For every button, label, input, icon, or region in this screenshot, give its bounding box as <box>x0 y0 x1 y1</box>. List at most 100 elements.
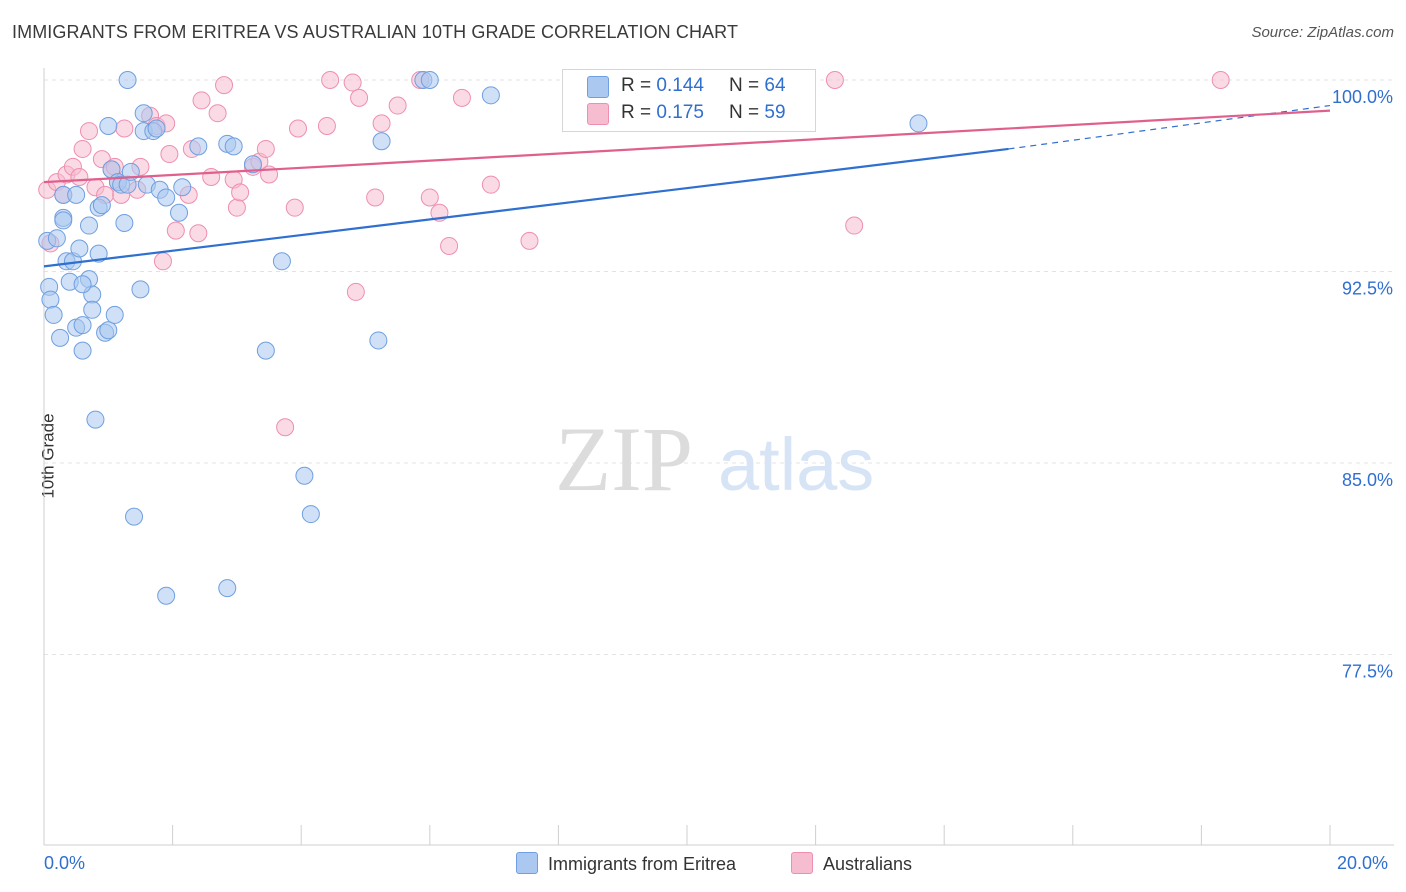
eritrea-point <box>73 316 92 335</box>
eritrea-point <box>51 328 70 347</box>
watermark: ZIP atlas <box>555 408 874 510</box>
eritrea-point <box>83 300 102 319</box>
australians-point <box>227 198 246 217</box>
eritrea-point <box>73 341 92 360</box>
eritrea-point <box>44 305 63 324</box>
eritrea-point <box>80 216 99 235</box>
eritrea-point <box>243 155 262 174</box>
legend-swatch-blue <box>587 76 609 98</box>
x-tick-label-max: 20.0% <box>1337 853 1389 873</box>
eritrea-point <box>157 188 176 207</box>
eritrea-point <box>369 331 388 350</box>
australians-point <box>343 73 362 92</box>
eritrea-point <box>89 244 108 263</box>
eritrea-point <box>92 196 111 215</box>
australians-point <box>372 114 391 133</box>
australians-point <box>350 88 369 107</box>
australians-point <box>73 139 92 158</box>
eritrea-point <box>99 321 118 340</box>
stats-legend: R = 0.144 N = 64 R = 0.175 N = 59 <box>562 69 816 132</box>
australians-point <box>160 145 179 164</box>
eritrea-point <box>147 119 166 138</box>
eritrea-point <box>70 239 89 258</box>
australians-point <box>276 418 295 437</box>
eritrea-point <box>189 137 208 156</box>
eritrea-point <box>73 275 92 294</box>
eritrea-point <box>170 203 189 222</box>
australians-trend-line <box>43 109 1331 184</box>
australians-point <box>481 175 500 194</box>
legend-n-australians: N = 59 <box>729 102 786 123</box>
eritrea-point <box>105 305 124 324</box>
y-tick-label: 77.5% <box>1342 662 1393 682</box>
eritrea-point <box>67 185 86 204</box>
legend-r-eritrea: R = 0.144 <box>621 75 704 96</box>
bottom-legend-swatch-pink <box>791 852 813 874</box>
y-tick-label: 92.5% <box>1342 279 1393 299</box>
australians-point <box>166 221 185 240</box>
eritrea-points <box>38 71 928 605</box>
eritrea-trend-extension <box>1008 104 1331 150</box>
eritrea-point <box>47 229 66 248</box>
bottom-legend-swatch-blue <box>516 852 538 874</box>
bottom-legend-eritrea: Immigrants from Eritrea <box>516 852 736 875</box>
australians-point <box>420 188 439 207</box>
australians-point <box>231 183 250 202</box>
bottom-legend-australians: Australians <box>791 852 912 875</box>
australians-point <box>346 282 365 301</box>
eritrea-point <box>118 71 137 89</box>
australians-point <box>189 224 208 243</box>
legend-r-australians: R = 0.175 <box>621 102 704 123</box>
eritrea-point <box>224 137 243 156</box>
australians-point <box>202 168 221 187</box>
australians-point <box>825 71 844 89</box>
trend-lines <box>43 104 1331 268</box>
eritrea-point <box>301 505 320 524</box>
eritrea-point <box>272 252 291 271</box>
eritrea-point <box>157 586 176 605</box>
eritrea-point <box>86 410 105 429</box>
australians-point <box>288 119 307 138</box>
eritrea-point <box>173 178 192 197</box>
x-tick-label-min: 0.0% <box>44 853 86 873</box>
y-tick-labels: 77.5% 85.0% 92.5% 100.0% <box>1332 87 1393 682</box>
legend-n-eritrea: N = 64 <box>729 75 786 96</box>
australians-point <box>70 168 89 187</box>
australians-point <box>388 96 407 115</box>
eritrea-point <box>125 507 144 526</box>
australians-point <box>440 236 459 255</box>
eritrea-point <box>256 341 275 360</box>
australians-point <box>366 188 385 207</box>
eritrea-point <box>218 579 237 598</box>
eritrea-point <box>54 211 73 230</box>
eritrea-point <box>99 116 118 135</box>
eritrea-trend-line <box>43 147 1009 268</box>
eritrea-point <box>909 114 928 133</box>
australians-point <box>215 76 234 95</box>
australians-point <box>80 122 99 141</box>
australians-point <box>520 231 539 250</box>
australians-point <box>256 139 275 158</box>
y-tick-label: 85.0% <box>1342 470 1393 490</box>
australians-point <box>192 91 211 110</box>
source-credit: Source: ZipAtlas.com <box>1251 24 1394 41</box>
eritrea-point <box>420 71 439 89</box>
eritrea-point <box>41 290 60 309</box>
legend-swatch-pink <box>587 103 609 125</box>
eritrea-point <box>481 86 500 105</box>
watermark-atlas: atlas <box>718 423 874 506</box>
australians-point <box>208 104 227 123</box>
australians-point <box>1211 71 1230 89</box>
chart-title: IMMIGRANTS FROM ERITREA VS AUSTRALIAN 10… <box>12 22 739 42</box>
australians-point <box>317 116 336 135</box>
australians-point <box>285 198 304 217</box>
eritrea-point <box>134 104 153 123</box>
y-tick-label: 100.0% <box>1332 87 1393 107</box>
australians-point <box>153 252 172 271</box>
eritrea-point <box>295 466 314 485</box>
australians-point <box>452 88 471 107</box>
eritrea-point <box>372 132 391 151</box>
eritrea-point <box>131 280 150 299</box>
eritrea-point <box>115 213 134 232</box>
